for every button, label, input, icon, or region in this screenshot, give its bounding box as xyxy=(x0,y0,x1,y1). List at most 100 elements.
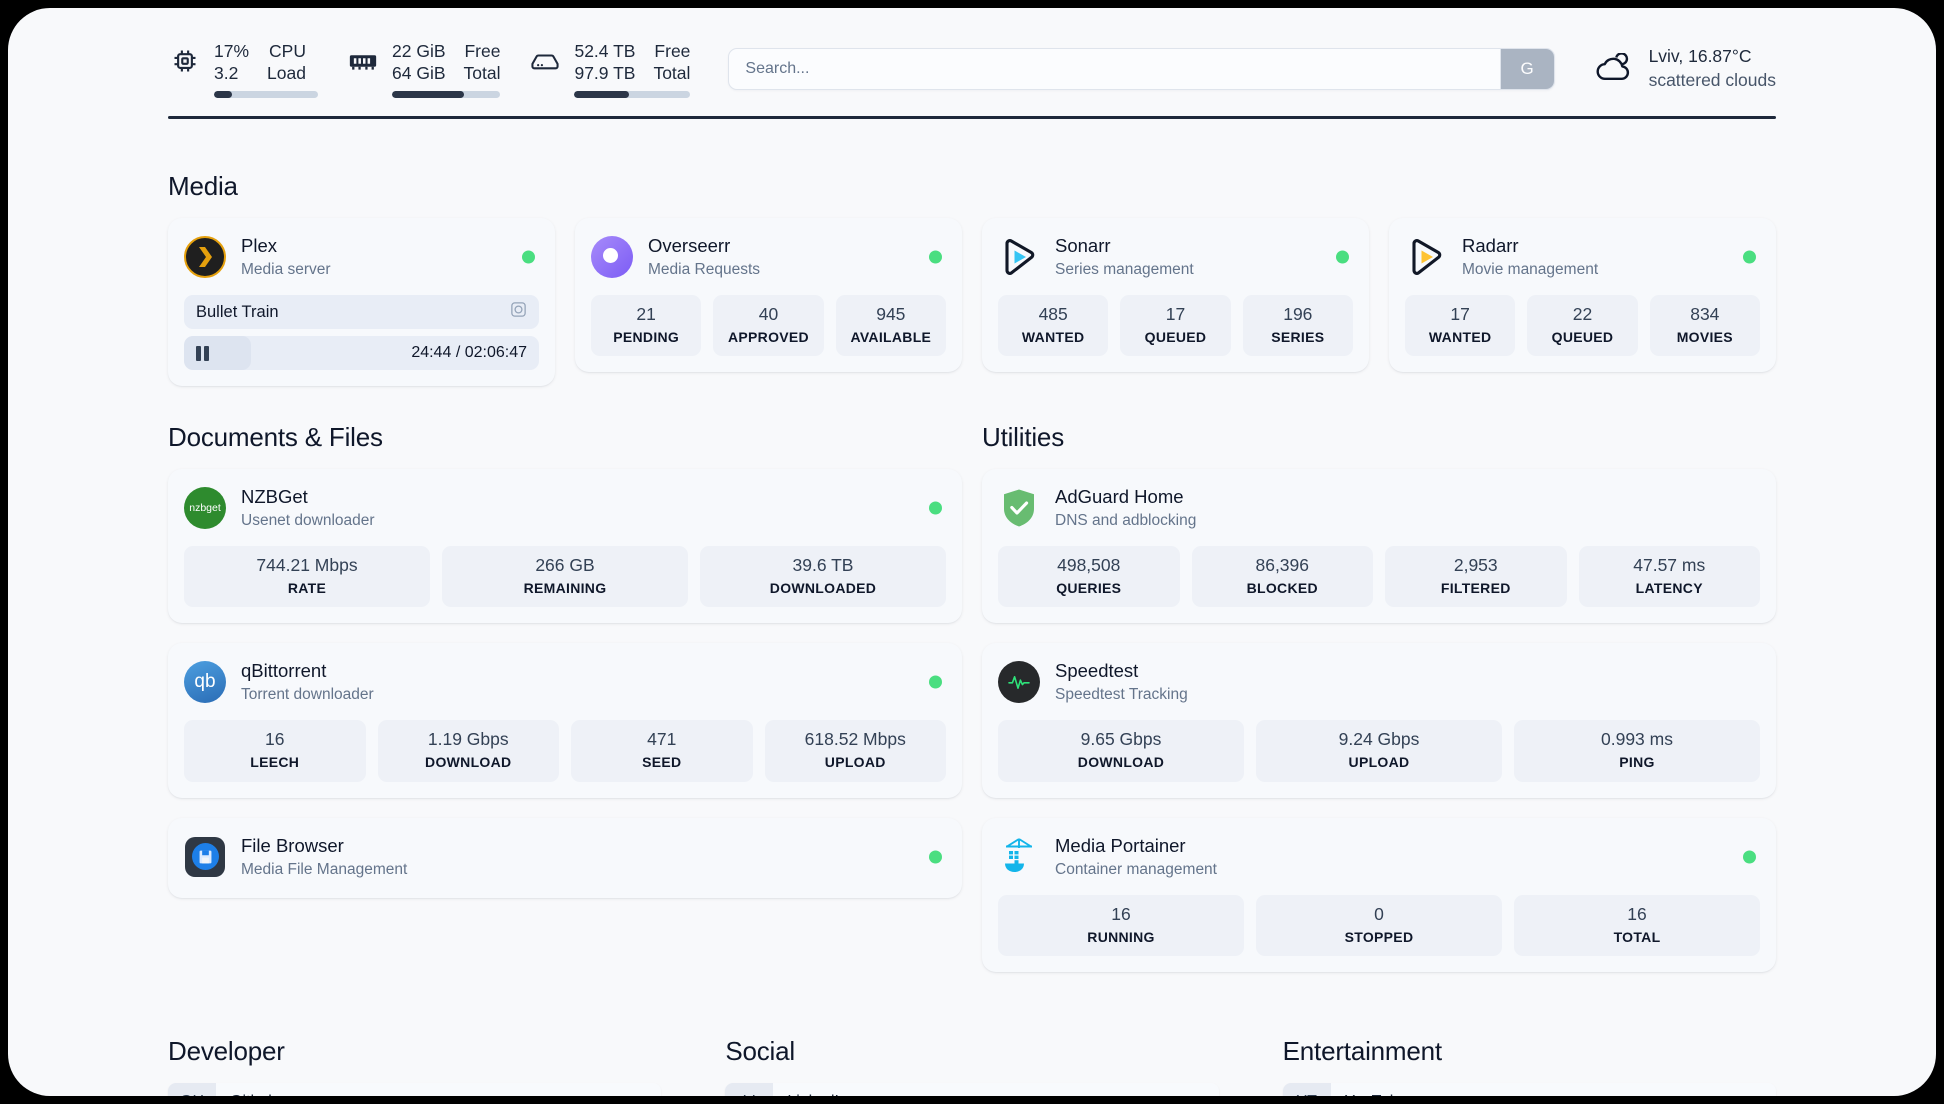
stat-movies: 834 MOVIES xyxy=(1649,295,1760,357)
bookmark-name: LinkedIn xyxy=(773,1083,1121,1096)
plex-now-playing-title: Bullet Train xyxy=(196,302,279,321)
stat-label: REMAINING xyxy=(523,579,607,596)
stat-value: 47.57 ms xyxy=(1633,555,1706,575)
stat-value: 17 xyxy=(1165,304,1186,324)
portainer-status-dot xyxy=(1743,850,1756,864)
cpu-chip-icon xyxy=(168,44,202,78)
service-card-nzbget[interactable]: nzbget NZBGet Usenet downloader 74 xyxy=(168,469,962,624)
stat-label: APPROVED xyxy=(728,328,809,345)
search-input[interactable] xyxy=(729,49,1500,89)
stat-value: 618.52 Mbps xyxy=(804,729,906,750)
radarr-icon xyxy=(1405,236,1447,278)
filebrowser-subtitle: Media File Management xyxy=(241,860,408,878)
service-card-sonarr[interactable]: Sonarr Series management 485 WANTED 17 Q… xyxy=(982,218,1369,373)
stat-label: UPLOAD xyxy=(824,754,886,771)
sonarr-title: Sonarr xyxy=(1055,234,1111,256)
stat-label: SERIES xyxy=(1271,328,1325,345)
overseerr-subtitle: Media Requests xyxy=(648,260,761,278)
utilities-section-title: Utilities xyxy=(982,422,1064,452)
stat-downloaded: 39.6 TB DOWNLOADED xyxy=(700,546,946,608)
bookmark-linkedin[interactable]: LI LinkedIn linkedin.com xyxy=(725,1083,1219,1096)
stat-label: STOPPED xyxy=(1344,928,1414,945)
stat-value: 16 xyxy=(265,729,285,750)
stat-label: DOWNLOAD xyxy=(425,754,512,771)
memory-label-bottom: Total xyxy=(463,63,501,83)
stat-value: 40 xyxy=(758,304,779,324)
bookmark-group-title: Social xyxy=(725,1036,795,1067)
plex-subtitle: Media server xyxy=(241,260,331,278)
service-card-media-portainer[interactable]: Media Portainer Container management 16 … xyxy=(982,817,1776,973)
sonarr-status-dot xyxy=(1336,250,1349,264)
weather-widget: Lviv, 16.87°C scattered clouds xyxy=(1593,45,1776,92)
cpu-label-top: CPU xyxy=(269,40,306,61)
dashboard-page: 17% 3.2 CPU Load xyxy=(8,8,1936,1096)
documents-section: Documents & Files nzbget NZBGet xyxy=(168,422,962,972)
file-browser-icon xyxy=(184,836,226,878)
stat-running: 16 RUNNING xyxy=(998,894,1244,957)
speedtest-title: Speedtest xyxy=(1055,660,1139,682)
speedtest-subtitle: Speedtest Tracking xyxy=(1055,686,1188,704)
disk-value-bottom: 97.9 TB xyxy=(574,63,636,83)
stat-label: SEED xyxy=(642,754,682,771)
stat-label: QUEUED xyxy=(1551,328,1614,345)
stat-queued: 22 QUEUED xyxy=(1527,295,1638,357)
stat-ping: 0.993 ms PING xyxy=(1514,720,1760,782)
stat-value: 16 xyxy=(1627,903,1647,924)
stat-label: PING xyxy=(1619,754,1655,771)
disk-label-bottom: Total xyxy=(653,63,691,83)
stat-value: 266 GB xyxy=(535,555,595,575)
radarr-subtitle: Movie management xyxy=(1462,260,1599,278)
cpu-value-top: 17% xyxy=(214,40,250,61)
stat-wanted: 17 WANTED xyxy=(1405,295,1516,357)
service-card-plex[interactable]: Plex Media server Bullet Train xyxy=(168,218,555,386)
bookmark-group-title: Entertainment xyxy=(1282,1036,1442,1067)
media-section-title: Media xyxy=(168,171,238,201)
stat-value: 2,953 xyxy=(1453,555,1498,575)
service-card-overseerr[interactable]: Overseerr Media Requests 21 PENDING 40 A… xyxy=(575,218,962,373)
bookmark-abbr: GH xyxy=(168,1083,216,1096)
cast-icon[interactable] xyxy=(510,301,527,323)
stat-total: 16 TOTAL xyxy=(1514,894,1760,957)
service-card-qbittorrent[interactable]: qb qBittorrent Torrent downloader xyxy=(168,643,962,798)
search-box[interactable]: G xyxy=(728,48,1555,90)
stat-value: 945 xyxy=(876,304,906,324)
stat-wanted: 485 WANTED xyxy=(998,295,1109,357)
stat-value: 744.21 Mbps xyxy=(256,555,358,575)
plex-status-dot xyxy=(522,250,535,264)
media-section: Media Plex Media server xyxy=(168,171,1776,386)
pause-icon[interactable] xyxy=(196,345,209,361)
stat-value: 834 xyxy=(1690,304,1720,324)
stat-upload: 618.52 Mbps UPLOAD xyxy=(764,720,946,782)
bookmark-github[interactable]: GH Github github.com xyxy=(168,1083,662,1096)
bookmark-youtube[interactable]: YT YouTube youtube.com xyxy=(1282,1083,1776,1096)
service-card-speedtest[interactable]: Speedtest Speedtest Tracking 9.65 Gbps D… xyxy=(982,643,1776,798)
adguard-subtitle: DNS and adblocking xyxy=(1055,511,1197,529)
plex-progress-bar[interactable]: 24:44 / 02:06:47 xyxy=(184,336,539,370)
stat-value: 471 xyxy=(647,729,677,750)
service-card-filebrowser[interactable]: File Browser Media File Management xyxy=(168,817,962,898)
qbittorrent-icon: qb xyxy=(184,661,226,704)
hard-disk-icon xyxy=(528,44,562,78)
nzbget-title: NZBGet xyxy=(241,485,308,507)
overseerr-icon xyxy=(591,236,633,278)
plex-icon xyxy=(184,236,226,278)
disk-value-top: 52.4 TB xyxy=(574,40,636,61)
stat-remaining: 266 GB REMAINING xyxy=(442,546,688,608)
filebrowser-status-dot xyxy=(929,850,942,864)
stat-queued: 17 QUEUED xyxy=(1120,295,1231,357)
plex-time-display: 24:44 / 02:06:47 xyxy=(411,344,527,362)
memory-value-bottom: 64 GiB xyxy=(392,63,446,83)
qbittorrent-title: qBittorrent xyxy=(241,660,327,682)
system-widgets: 17% 3.2 CPU Load xyxy=(168,40,691,99)
stat-seed: 471 SEED xyxy=(571,720,753,782)
stat-filtered: 2,953 FILTERED xyxy=(1385,546,1567,608)
memory-value-top: 22 GiB xyxy=(392,40,446,61)
memory-widget: 22 GiB 64 GiB Free Total xyxy=(346,40,501,99)
search-engine-button[interactable]: G xyxy=(1499,49,1554,89)
plex-elapsed: 24:44 xyxy=(411,344,452,361)
stat-download: 1.19 Gbps DOWNLOAD xyxy=(377,720,559,782)
stat-value: 0 xyxy=(1374,903,1384,924)
service-card-radarr[interactable]: Radarr Movie management 17 WANTED 22 QUE… xyxy=(1389,218,1776,373)
speedtest-icon xyxy=(998,661,1040,704)
service-card-adguard-home[interactable]: AdGuard Home DNS and adblocking 498,508 … xyxy=(982,469,1776,624)
